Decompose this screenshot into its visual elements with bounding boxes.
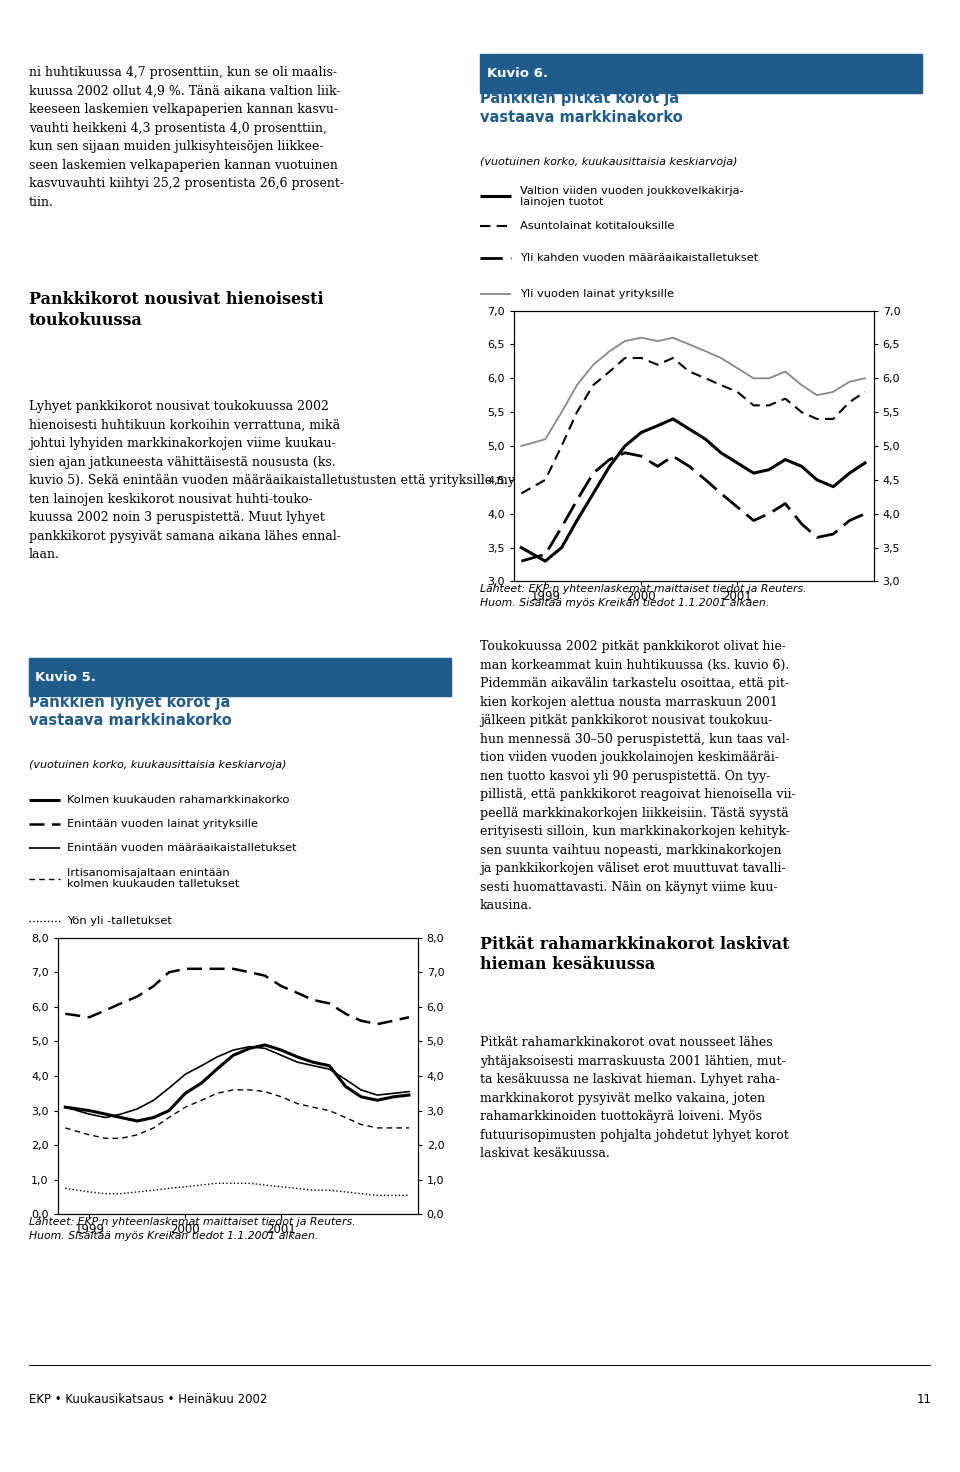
Text: Lähteet: EKP:n yhteenlaskemat maittaiset tiedot ja Reuters.
Huom. Sisältää myös : Lähteet: EKP:n yhteenlaskemat maittaiset… [29,1217,355,1241]
Text: Kolmen kuukauden rahamarkkinakorko: Kolmen kuukauden rahamarkkinakorko [67,795,289,805]
Text: Enintään vuoden määräaikaistalletukset: Enintään vuoden määräaikaistalletukset [67,843,297,854]
Text: (vuotuinen korko, kuukausittaisia keskiarvoja): (vuotuinen korko, kuukausittaisia keskia… [480,158,737,166]
Text: Yli kahden vuoden määräaikaistalletukset: Yli kahden vuoden määräaikaistalletukset [519,253,758,263]
Text: Toukokuussa 2002 pitkät pankkikorot olivat hie-
man korkeammat kuin huhtikuussa : Toukokuussa 2002 pitkät pankkikorot oliv… [480,640,796,913]
Text: Lyhyet pankkikorot nousivat toukokuussa 2002
hienoisesti huhtikuun korkoihin ver: Lyhyet pankkikorot nousivat toukokuussa … [29,400,659,561]
Text: Lähteet: EKP:n yhteenlaskemat maittaiset tiedot ja Reuters.
Huom. Sisältää myös : Lähteet: EKP:n yhteenlaskemat maittaiset… [480,584,806,608]
Text: Kuvio 5.: Kuvio 5. [36,671,96,683]
Text: Kuvio 6.: Kuvio 6. [487,68,547,79]
Text: 11: 11 [916,1394,931,1406]
FancyBboxPatch shape [29,658,451,696]
Text: Yön yli -talletukset: Yön yli -talletukset [67,916,172,926]
Text: Pitkät rahamarkkinakorot laskivat
hieman kesäkuussa: Pitkät rahamarkkinakorot laskivat hieman… [480,936,789,973]
Text: Irtisanomisajaltaan enintään
kolmen kuukauden talletukset: Irtisanomisajaltaan enintään kolmen kuuk… [67,868,239,889]
Text: Pankkien pitkät korot ja
vastaava markkinakorko: Pankkien pitkät korot ja vastaava markki… [480,91,683,125]
Text: Valtion viiden vuoden joukkovelkakirja-
lainojen tuotot: Valtion viiden vuoden joukkovelkakirja- … [519,185,743,208]
Text: Pitkät rahamarkkinakorot ovat nousseet lähes
yhtäjaksoisesti marraskuusta 2001 l: Pitkät rahamarkkinakorot ovat nousseet l… [480,1036,789,1160]
FancyBboxPatch shape [480,54,922,93]
Text: EKP • Kuukausikatsaus • Heinäkuu 2002: EKP • Kuukausikatsaus • Heinäkuu 2002 [29,1394,267,1406]
Text: (vuotuinen korko, kuukausittaisia keskiarvoja): (vuotuinen korko, kuukausittaisia keskia… [29,761,286,770]
Text: Enintään vuoden lainat yrityksille: Enintään vuoden lainat yrityksille [67,818,258,829]
Text: Pankkien lyhyet korot ja
vastaava markkinakorko: Pankkien lyhyet korot ja vastaava markki… [29,695,231,729]
Text: Asuntolainat kotitalouksille: Asuntolainat kotitalouksille [519,221,674,231]
Text: Yli vuoden lainat yrityksille: Yli vuoden lainat yrityksille [519,289,674,299]
Text: ni huhtikuussa 4,7 prosenttiin, kun se oli maalis-
kuussa 2002 ollut 4,9 %. Tänä: ni huhtikuussa 4,7 prosenttiin, kun se o… [29,66,344,209]
Text: Pankkikorot nousivat hienoisesti
toukokuussa: Pankkikorot nousivat hienoisesti toukoku… [29,291,324,328]
